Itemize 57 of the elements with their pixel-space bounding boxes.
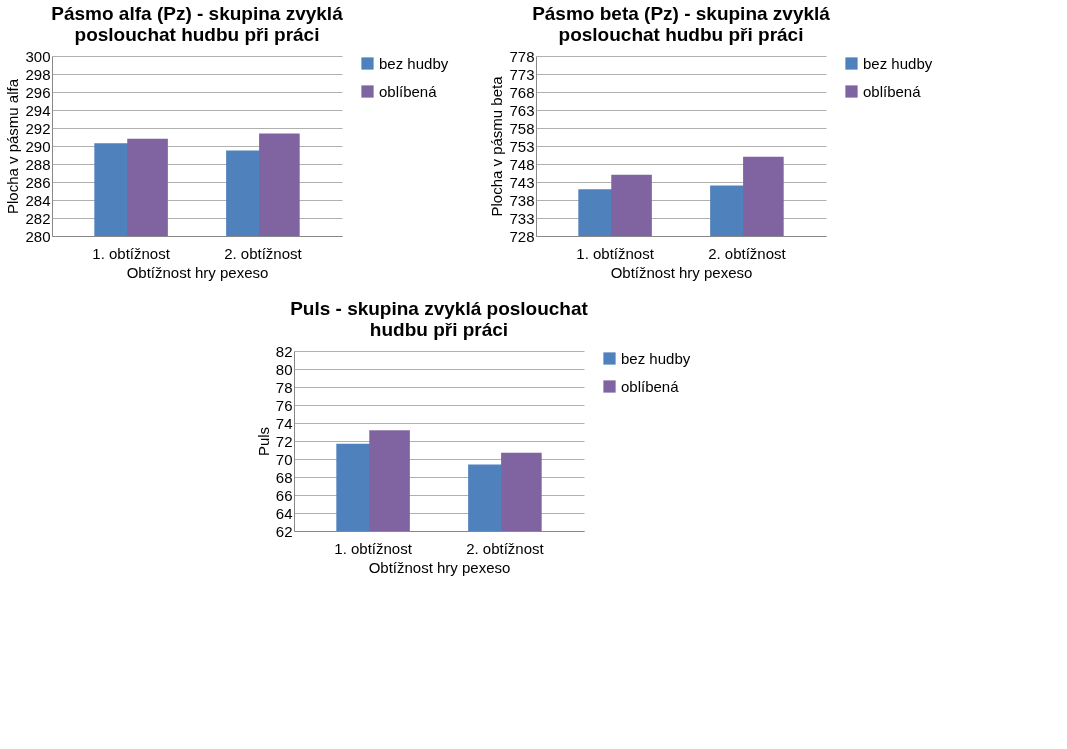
y-tick-label: 728 [509,227,535,245]
y-tick-label: 284 [25,191,51,209]
text: Puls - skupina zvyklá poslouchat [290,298,588,319]
y-tick-label: 78 [275,378,293,396]
x-tick-label: 2. obtížnost [224,244,303,262]
y-tick-label: 294 [25,101,51,119]
legend-label: oblíbená [621,377,680,395]
legend-label: bez hudby [621,349,691,367]
y-tick-label: 738 [509,191,535,209]
y-tick-label: 763 [509,101,535,119]
text: Pásmo beta (Pz) - skupina zvyklá [532,3,830,24]
text: poslouchat hudbu při práci [74,24,320,45]
y-tick-label: 778 [509,47,535,65]
x-tick-label: 1. obtížnost [334,539,413,557]
legend-label: oblíbená [863,82,922,100]
text: poslouchat hudbu při práci [558,24,804,45]
y-tick-label: 282 [25,209,51,227]
x-tick-label: 1. obtížnost [92,244,171,262]
y-axis-title: Puls [254,426,272,457]
y-tick-label: 62 [275,522,293,540]
y-tick-label: 70 [275,450,293,468]
y-tick-label: 733 [509,209,535,227]
y-tick-label: 298 [25,65,51,83]
x-tick-label: 2. obtížnost [708,244,787,262]
y-tick-label: 768 [509,83,535,101]
x-tick-label: 2. obtížnost [466,539,545,557]
y-tick-label: 290 [25,137,51,155]
text: Pásmo alfa (Pz) - skupina zvyklá [51,3,343,24]
legend-label: bez hudby [863,54,933,72]
y-tick-label: 64 [275,504,293,522]
x-tick-label: 1. obtížnost [576,244,655,262]
y-tick-label: 773 [509,65,535,83]
y-tick-label: 74 [275,414,293,432]
y-tick-label: 743 [509,173,535,191]
y-tick-label: 68 [275,468,293,486]
y-tick-label: 286 [25,173,51,191]
y-tick-label: 72 [275,432,293,450]
y-tick-label: 748 [509,155,535,173]
y-tick-label: 753 [509,137,535,155]
y-tick-label: 80 [275,360,293,378]
x-axis-title: Obtížnost hry pexeso [610,263,753,281]
y-tick-label: 76 [275,396,293,414]
legend-label: oblíbená [379,82,438,100]
y-tick-label: 288 [25,155,51,173]
y-tick-label: 66 [275,486,293,504]
x-axis-title: Obtížnost hry pexeso [126,263,269,281]
y-tick-label: 296 [25,83,51,101]
y-tick-label: 280 [25,227,51,245]
y-tick-label: 82 [275,342,293,360]
y-tick-label: 292 [25,119,51,137]
y-tick-label: 300 [25,47,51,65]
text: hudbu při práci [369,319,509,340]
x-axis-title: Obtížnost hry pexeso [368,558,511,576]
y-axis-title: Plocha v pásmu beta [488,75,506,217]
y-tick-label: 758 [509,119,535,137]
legend-label: bez hudby [379,54,449,72]
y-axis-title: Plocha v pásmu alfa [4,78,22,215]
